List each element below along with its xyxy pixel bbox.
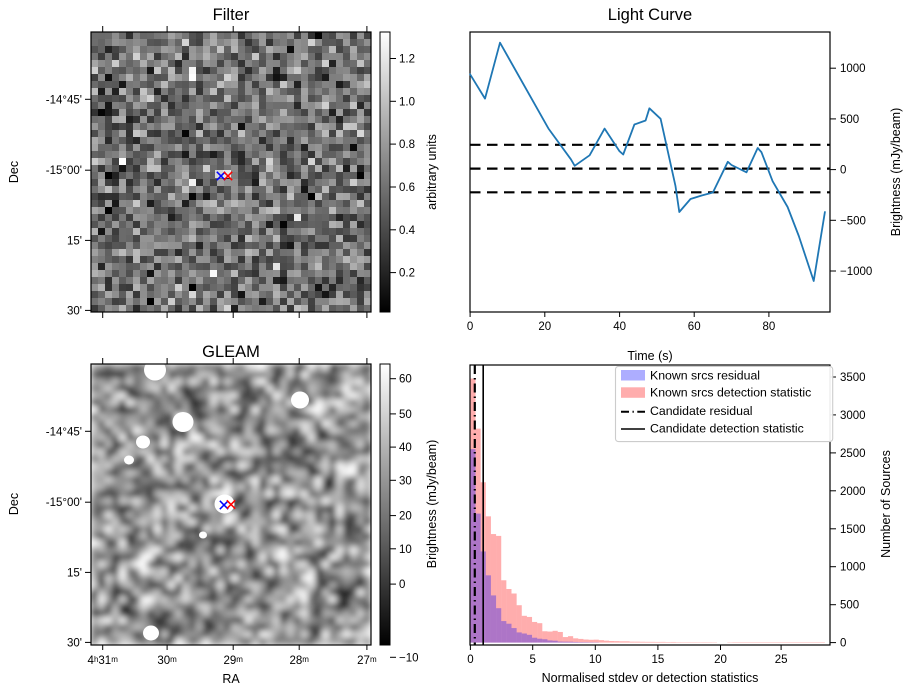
svg-text:28m: 28m [289, 655, 309, 667]
svg-text:Known srcs residual: Known srcs residual [650, 368, 760, 382]
svg-text:0.8: 0.8 [399, 139, 415, 151]
svg-text:0: 0 [467, 321, 473, 333]
svg-text:15: 15 [652, 654, 665, 666]
svg-text:Candidate residual: Candidate residual [650, 404, 753, 418]
svg-text:Time (s): Time (s) [627, 349, 672, 363]
svg-text:3000: 3000 [840, 410, 866, 422]
svg-text:15': 15' [67, 235, 82, 247]
svg-text:1000: 1000 [840, 562, 866, 574]
svg-text:80: 80 [763, 321, 776, 333]
svg-text:60: 60 [688, 321, 701, 333]
svg-text:GLEAM: GLEAM [202, 343, 260, 361]
svg-text:4h31m: 4h31m [88, 655, 119, 667]
svg-text:0.6: 0.6 [399, 182, 415, 194]
svg-text:25: 25 [775, 654, 788, 666]
svg-text:Filter: Filter [213, 6, 250, 24]
svg-text:arbitrary units: arbitrary units [425, 134, 439, 210]
svg-text:3500: 3500 [840, 372, 866, 384]
svg-text:5: 5 [529, 654, 535, 666]
svg-text:−1000: −1000 [840, 266, 872, 278]
svg-text:Light Curve: Light Curve [608, 6, 692, 24]
svg-text:-15°00': -15°00' [46, 497, 82, 509]
svg-text:0.4: 0.4 [399, 225, 416, 237]
svg-text:−10: −10 [399, 652, 419, 664]
svg-text:Candidate detection statistic: Candidate detection statistic [650, 422, 804, 436]
svg-text:500: 500 [840, 600, 859, 612]
svg-text:-14°45': -14°45' [46, 94, 82, 106]
svg-text:30': 30' [67, 305, 82, 317]
svg-text:0: 0 [399, 579, 405, 591]
svg-text:-14°45': -14°45' [46, 426, 82, 438]
svg-text:500: 500 [840, 114, 859, 126]
svg-text:1000: 1000 [840, 63, 866, 75]
svg-text:1.0: 1.0 [399, 96, 415, 108]
svg-text:40: 40 [399, 442, 412, 454]
svg-text:RA: RA [222, 672, 240, 686]
svg-text:Known srcs detection statistic: Known srcs detection statistic [650, 386, 811, 400]
svg-text:0.2: 0.2 [399, 268, 415, 280]
svg-text:0: 0 [467, 654, 473, 666]
svg-text:1500: 1500 [840, 524, 866, 536]
svg-text:0: 0 [840, 638, 846, 650]
svg-text:Number of Sources: Number of Sources [879, 450, 893, 558]
svg-text:-15°00': -15°00' [46, 165, 82, 177]
svg-text:20: 20 [714, 654, 727, 666]
svg-text:60: 60 [399, 374, 412, 386]
svg-text:30m: 30m [157, 655, 177, 667]
svg-text:30: 30 [399, 475, 412, 487]
svg-text:1.2: 1.2 [399, 54, 415, 66]
svg-text:20: 20 [538, 321, 551, 333]
svg-text:Dec: Dec [7, 493, 21, 515]
svg-text:Brightness (mJy/beam): Brightness (mJy/beam) [425, 440, 439, 569]
svg-text:10: 10 [399, 544, 412, 556]
svg-text:29m: 29m [223, 655, 243, 667]
svg-text:Brightness (mJy/beam): Brightness (mJy/beam) [889, 108, 903, 237]
svg-text:30': 30' [67, 637, 82, 649]
svg-text:0: 0 [840, 165, 846, 177]
svg-text:10: 10 [589, 654, 602, 666]
svg-text:50: 50 [399, 409, 412, 421]
svg-text:Dec: Dec [7, 161, 21, 183]
svg-text:Normalised stdev or detection: Normalised stdev or detection statistics [542, 671, 759, 685]
svg-text:15': 15' [67, 567, 82, 579]
svg-text:2500: 2500 [840, 448, 866, 460]
svg-text:40: 40 [613, 321, 626, 333]
svg-text:2000: 2000 [840, 486, 866, 498]
svg-text:27m: 27m [357, 655, 377, 667]
svg-text:−500: −500 [840, 215, 866, 227]
svg-text:20: 20 [399, 511, 412, 523]
